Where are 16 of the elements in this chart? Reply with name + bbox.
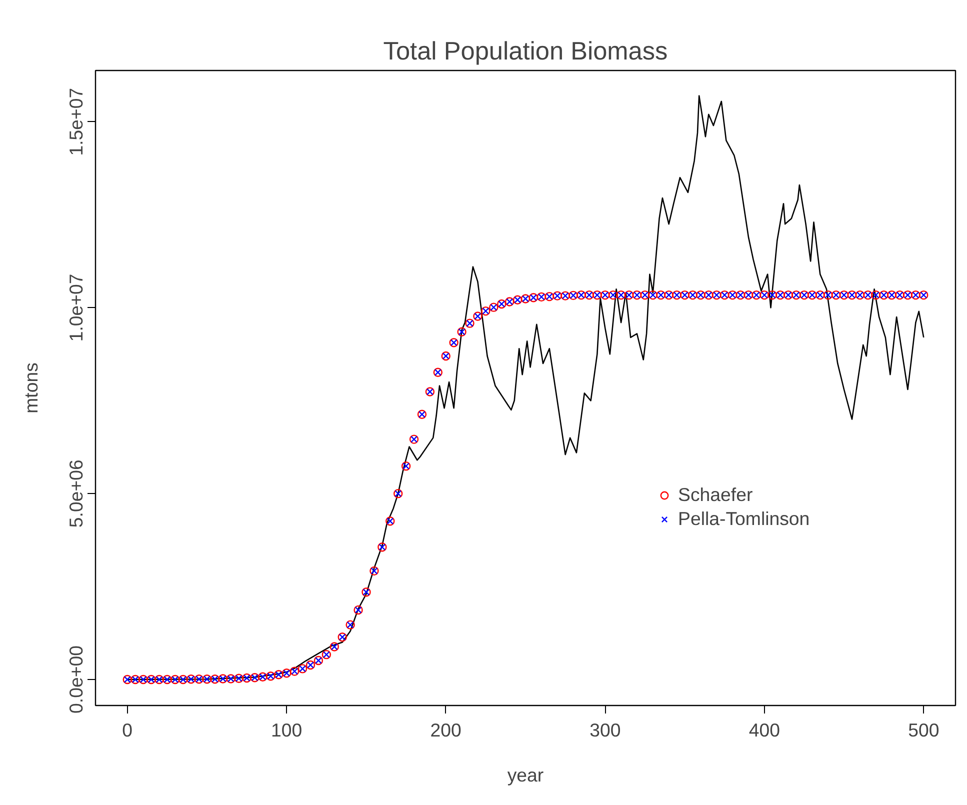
y-tick-label: 1.5e+07 <box>66 88 86 156</box>
x-tick-label: 300 <box>590 720 621 740</box>
y-tick-label: 0.0e+00 <box>66 645 86 714</box>
x-axis-title: year <box>507 764 544 786</box>
x-tick-label: 100 <box>271 720 302 740</box>
y-tick-label: 1.0e+07 <box>66 274 86 342</box>
x-tick-label: 0 <box>122 720 133 740</box>
legend-label: Pella-Tomlinson <box>678 508 810 530</box>
chart-title: Total Population Biomass <box>383 38 668 66</box>
y-tick-label: 5.0e+06 <box>66 460 86 528</box>
x-tick-label: 400 <box>748 720 780 740</box>
x-tick-label: 500 <box>908 720 940 740</box>
y-axis-title: mtons <box>20 362 42 414</box>
x-tick-label: 200 <box>430 720 462 740</box>
legend-label: Schaefer <box>678 484 753 506</box>
line-series <box>126 95 924 680</box>
